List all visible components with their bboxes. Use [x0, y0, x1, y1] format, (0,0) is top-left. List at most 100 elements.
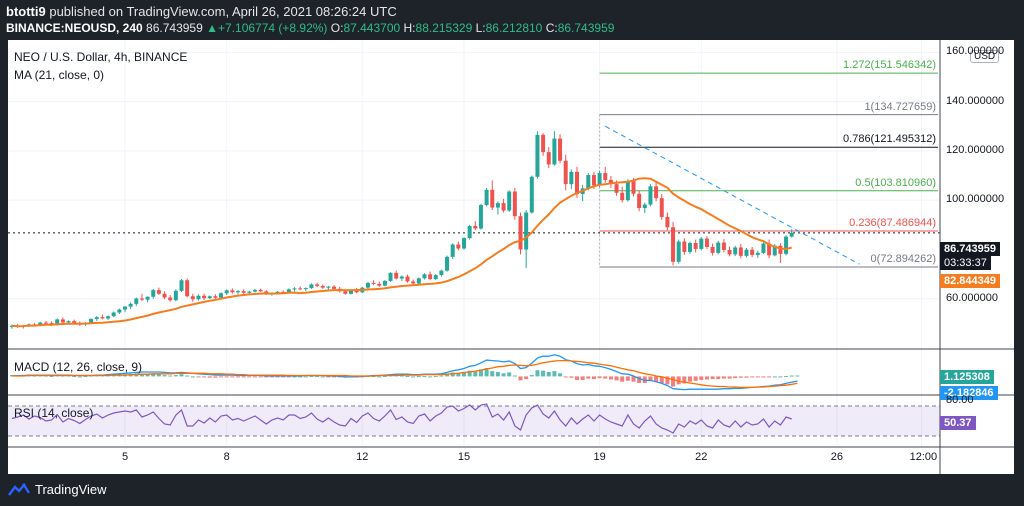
macd-hist-100 [575, 376, 579, 380]
candle-body-100 [575, 171, 579, 194]
candle-body-9 [60, 319, 65, 323]
candle-body-111 [637, 193, 642, 209]
macd-hist-104 [597, 376, 602, 379]
ohlc-line: BINANCE:NEOUSD, 240 86.743959 ▲+7.106774… [6, 21, 614, 35]
candle-body-65 [377, 283, 382, 286]
macd-hist-85 [490, 371, 495, 377]
candle-body-61 [354, 290, 359, 293]
candle-body-33 [196, 295, 201, 300]
macd-hist-50 [292, 376, 297, 378]
macd-hist-30 [179, 374, 184, 377]
publisher-line: btotti9 published on TradingView.com, Ap… [6, 4, 397, 19]
macd-hist-31 [185, 375, 190, 377]
candle-body-133 [761, 243, 766, 253]
candle-body-15 [94, 317, 99, 319]
ma-line [11, 177, 792, 328]
macd-value-tag: 1.125308 [940, 370, 994, 384]
macd-hist-33 [196, 376, 201, 378]
macd-hist-108 [620, 376, 625, 382]
macd-hist-12 [77, 376, 82, 378]
macd-hist-77 [445, 373, 450, 377]
macd-hist-36 [213, 376, 218, 378]
chart-canvas[interactable] [8, 40, 1014, 474]
candle-body-118 [676, 241, 681, 262]
macd-hist-93 [535, 370, 540, 377]
macd-hist-23 [139, 373, 144, 377]
fib-label-2[interactable]: 0.786(121.495312) [843, 133, 936, 146]
candle-body-80 [462, 238, 466, 249]
last-value: 86.743959 [146, 21, 203, 35]
candle-body-87 [501, 203, 506, 211]
candle-body-57 [332, 286, 337, 289]
macd-hist-40 [236, 376, 240, 378]
fib-label-1[interactable]: 1(134.727659) [864, 100, 936, 113]
macd-hist-134 [767, 376, 772, 378]
low-value: 86.212810 [485, 21, 543, 35]
ma-indicator-label[interactable]: MA (21, close, 0) [14, 68, 105, 82]
candle-body-38 [224, 290, 229, 294]
candle-body-34 [202, 295, 207, 299]
candle-body-67 [388, 272, 393, 281]
macd-hist-124 [710, 376, 715, 380]
price-tick-2: 120.000000 [946, 143, 1005, 156]
macd-pane-title[interactable]: MACD (12, 26, close, 9) [14, 360, 143, 374]
macd-hist-84 [484, 368, 489, 377]
candle-body-74 [428, 274, 433, 280]
candle-body-27 [162, 293, 167, 298]
candle-body-60 [349, 290, 353, 294]
macd-hist-128 [733, 376, 738, 379]
candle-body-6 [43, 322, 48, 324]
macd-hist-121 [693, 376, 698, 381]
macd-hist-116 [665, 376, 670, 385]
tradingview-brand: TradingView [35, 482, 107, 497]
macd-hist-51 [298, 376, 303, 378]
candle-body-53 [309, 284, 314, 289]
candle-body-123 [704, 238, 709, 247]
candle-body-31 [185, 280, 190, 297]
candle-body-14 [89, 318, 94, 323]
rsi-pane-title[interactable]: RSI (14, close) [14, 406, 94, 420]
candle-body-54 [315, 284, 320, 286]
macd-hist-46 [269, 376, 274, 378]
chart-area[interactable]: NEO / U.S. Dollar, 4h, BINANCE MA (21, c… [8, 40, 1014, 474]
candle-body-39 [230, 290, 235, 293]
candle-body-113 [648, 186, 653, 205]
fib-label-4[interactable]: 0.236(87.486944) [849, 216, 936, 229]
macd-hist-7 [49, 375, 54, 377]
high-label: H: [403, 21, 416, 35]
macd-hist-47 [275, 376, 280, 378]
tradingview-logo[interactable]: TradingView [8, 482, 107, 497]
macd-hist-114 [654, 376, 659, 382]
macd-hist-105 [603, 376, 608, 379]
main-pane-title[interactable]: NEO / U.S. Dollar, 4h, BINANCE [14, 50, 188, 64]
price-tick-1: 140.000000 [946, 94, 1005, 107]
fib-label-5[interactable]: 0(72.894262) [870, 252, 936, 265]
time-tick-6: 26 [830, 451, 844, 463]
macd-hist-112 [642, 376, 647, 383]
candle-body-126 [721, 242, 726, 250]
macd-hist-79 [456, 372, 461, 377]
price-tick-0: 160.000000 [946, 45, 1005, 58]
candle-body-70 [405, 276, 410, 282]
macd-hist-103 [591, 376, 596, 380]
candle-body-63 [365, 282, 370, 288]
candle-body-73 [422, 274, 427, 279]
macd-hist-125 [716, 376, 721, 380]
candle-body-93 [535, 134, 540, 177]
candle-body-102 [586, 175, 591, 189]
publisher-name[interactable]: btotti9 [6, 4, 46, 19]
candle-body-19 [117, 309, 122, 313]
candle-body-51 [298, 288, 303, 290]
candle-body-125 [716, 242, 721, 253]
currency-badge[interactable]: USD [970, 50, 1000, 63]
change-value: ▲+7.106774 (+8.92%) [206, 21, 328, 35]
fib-label-3[interactable]: 0.5(103.810960) [855, 176, 936, 189]
candle-body-94 [541, 134, 546, 153]
macd-hist-39 [230, 376, 235, 378]
macd-hist-138 [789, 375, 794, 377]
publish-header: btotti9 published on TradingView.com, Ap… [0, 0, 1024, 40]
fib-label-0[interactable]: 1.272(151.546342) [843, 59, 936, 72]
macd-hist-34 [202, 376, 207, 378]
macd-signal-line [12, 359, 798, 389]
candle-body-17 [106, 316, 111, 319]
